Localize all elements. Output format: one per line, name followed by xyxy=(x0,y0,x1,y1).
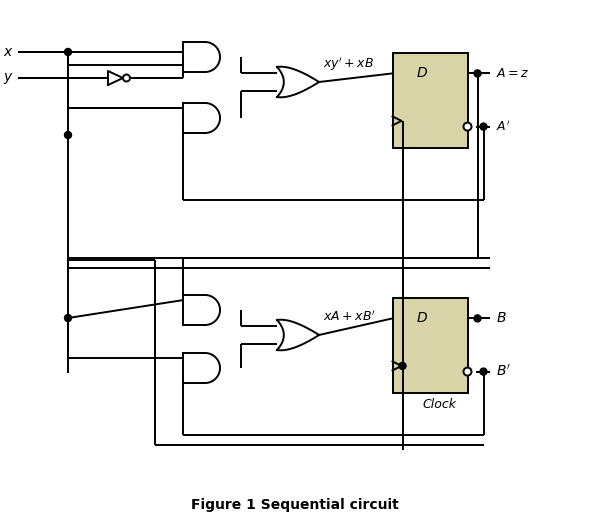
Circle shape xyxy=(64,131,71,139)
Circle shape xyxy=(474,70,481,77)
Text: Clock: Clock xyxy=(422,398,457,411)
Circle shape xyxy=(64,314,71,322)
Circle shape xyxy=(64,49,71,55)
Polygon shape xyxy=(183,42,220,72)
Text: $xy'+xB$: $xy'+xB$ xyxy=(323,55,374,73)
Circle shape xyxy=(464,368,471,375)
Text: $B'$: $B'$ xyxy=(496,364,510,379)
Text: $x$: $x$ xyxy=(4,45,14,59)
Circle shape xyxy=(399,362,406,370)
Bar xyxy=(392,53,467,147)
Polygon shape xyxy=(183,103,220,133)
Text: D: D xyxy=(417,311,427,325)
Text: $A = z$: $A = z$ xyxy=(496,67,529,80)
Circle shape xyxy=(464,123,471,131)
Text: $xA+xB'$: $xA+xB'$ xyxy=(323,310,376,324)
Bar xyxy=(392,297,467,392)
Polygon shape xyxy=(183,353,220,383)
Text: Figure 1 Sequential circuit: Figure 1 Sequential circuit xyxy=(191,498,399,512)
Text: $y$: $y$ xyxy=(4,70,14,85)
Circle shape xyxy=(474,315,481,322)
Polygon shape xyxy=(108,71,123,85)
Polygon shape xyxy=(277,67,319,97)
Polygon shape xyxy=(183,295,220,325)
Circle shape xyxy=(123,74,130,82)
Circle shape xyxy=(480,368,487,375)
Text: $B$: $B$ xyxy=(496,311,506,325)
Text: $A'$: $A'$ xyxy=(496,119,510,134)
Text: D: D xyxy=(417,66,427,81)
Polygon shape xyxy=(277,320,319,351)
Circle shape xyxy=(480,123,487,130)
